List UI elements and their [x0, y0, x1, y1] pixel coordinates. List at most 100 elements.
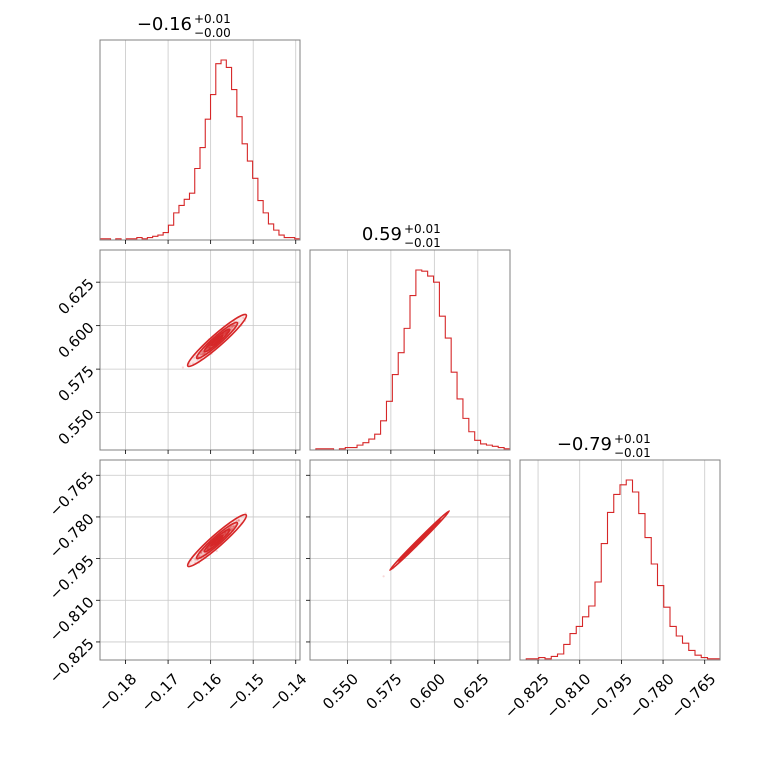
contour-level-0 [186, 513, 248, 568]
scatter-point [223, 333, 226, 337]
scatter-point [201, 353, 204, 356]
panel-content [520, 460, 720, 660]
tick-label-y: 0.625 [55, 275, 98, 318]
tick-label-x: −0.795 [584, 670, 636, 722]
tick-label-x: −0.17 [138, 670, 183, 715]
contour-level-1 [195, 521, 239, 560]
panel-1-1 [309, 249, 511, 454]
tick-label-x: −0.810 [542, 670, 594, 722]
title-lower: −0.00 [194, 26, 231, 40]
scatter-point [207, 547, 210, 550]
scatter-point [232, 525, 235, 528]
tick-label-x: −0.825 [501, 670, 553, 722]
tick-label-y: 0.600 [55, 319, 98, 362]
panel-title-1: 0.59 +0.01−0.01 [362, 222, 441, 250]
panel-content [310, 460, 510, 660]
scatter-point [209, 345, 212, 349]
tick-label-y: 0.575 [55, 362, 98, 405]
tick-label-x: 0.600 [406, 670, 449, 713]
panel-frame [309, 249, 511, 451]
histogram-1 [310, 269, 510, 450]
panel-frame [309, 459, 511, 661]
scatter-point [242, 316, 245, 319]
scatter-point [232, 324, 235, 327]
tick-label-x: −0.15 [223, 670, 268, 715]
scatter-point [237, 519, 240, 522]
tick-label-x: −0.14 [265, 670, 310, 715]
title-median: −0.79 [557, 434, 612, 455]
scatter-point [209, 345, 212, 349]
tick-label-y: 0.550 [55, 406, 98, 449]
scatter-point [207, 346, 210, 349]
tick-label-x: −0.18 [95, 670, 140, 715]
scatter-point [202, 352, 205, 355]
panel-0-0 [99, 39, 301, 244]
scatter-point [201, 353, 204, 356]
panel-content [100, 460, 300, 660]
scatter-point [181, 366, 184, 369]
scatter-point [238, 519, 241, 522]
tick-label-x: 0.550 [319, 670, 362, 713]
tick-label-y: −0.795 [46, 552, 98, 604]
title-upper: +0.01 [404, 222, 441, 236]
tick-label-x: 0.625 [449, 670, 492, 713]
scatter-point [201, 353, 204, 356]
scatter-point [230, 525, 233, 529]
scatter-point [198, 554, 201, 557]
panel-frame [99, 249, 301, 451]
scatter-point [200, 353, 203, 356]
tick-label-y: −0.765 [46, 468, 98, 520]
scatter-point [231, 325, 234, 328]
panel-1-0 [96, 249, 301, 454]
tick-label-y: −0.780 [46, 510, 98, 562]
scatter-point [201, 351, 204, 354]
contour-level-2 [203, 528, 231, 553]
histogram-2 [520, 479, 720, 660]
scatter-point [224, 331, 227, 334]
scatter-point [222, 533, 226, 536]
panel-content [100, 250, 300, 450]
scatter-point [231, 326, 234, 329]
contour-level-3 [412, 533, 427, 548]
panel-frame [99, 39, 301, 241]
scatter-point [193, 356, 196, 359]
scatter-point [208, 345, 211, 348]
scatter-point [223, 332, 226, 335]
scatter-point [233, 324, 237, 327]
scatter-point [199, 352, 202, 355]
scatter-point [207, 346, 211, 349]
scatter-point [200, 552, 203, 555]
scatter-point [231, 325, 234, 328]
histogram-0 [100, 59, 300, 240]
scatter-point [232, 324, 235, 327]
tick-label-x: −0.765 [667, 670, 719, 722]
title-upper: +0.01 [194, 12, 231, 26]
panel-frame [99, 459, 301, 661]
panel-title-2: −0.79 +0.01−0.01 [557, 432, 651, 460]
scatter-point [207, 546, 210, 549]
title-median: −0.16 [137, 14, 192, 35]
tick-label-x: −0.780 [626, 670, 678, 722]
scatter-point [207, 346, 210, 349]
contour-level-0 [186, 313, 248, 368]
title-lower: −0.01 [404, 236, 441, 250]
scatter-point [200, 551, 203, 555]
contour-level-3 [210, 334, 224, 347]
scatter-point [199, 353, 202, 356]
scatter-point [235, 519, 238, 522]
title-median: 0.59 [362, 224, 402, 245]
tick-label-x: 0.575 [363, 670, 406, 713]
tick-label-y: −0.810 [46, 593, 98, 645]
tick-label-y: −0.825 [46, 635, 98, 687]
scatter-point [199, 353, 202, 356]
scatter-point [208, 346, 211, 349]
tick-label-x: −0.16 [180, 670, 225, 715]
scatter-point [196, 559, 199, 562]
scatter-point [197, 555, 200, 558]
scatter-point [207, 346, 210, 349]
scatter-point [231, 525, 235, 528]
scatter-point [198, 554, 201, 558]
contour-level-1 [195, 321, 239, 360]
panel-frame [519, 459, 721, 661]
